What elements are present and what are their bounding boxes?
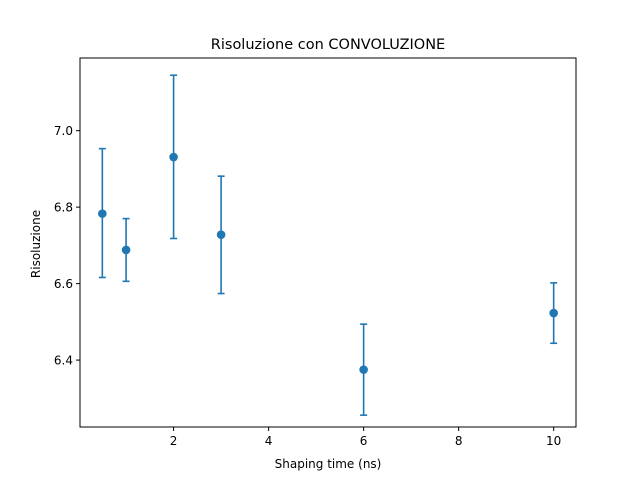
x-tick-label: 2 xyxy=(170,434,178,448)
data-marks xyxy=(98,74,558,416)
y-tick-label: 6.6 xyxy=(54,277,73,291)
y-axis-label: Risoluzione xyxy=(29,210,43,278)
data-point xyxy=(549,308,558,318)
x-tick-label: 4 xyxy=(265,434,273,448)
y-tick-label: 7.0 xyxy=(54,124,73,138)
plot-area: 2 4 6 8 10 6.4 6.6 6.8 7.0 xyxy=(54,57,577,448)
data-point xyxy=(121,245,131,255)
data-point xyxy=(98,209,107,218)
x-tick-label: 8 xyxy=(455,434,463,448)
y-tick-label: 6.4 xyxy=(54,354,73,368)
data-point xyxy=(169,152,178,162)
axes-frame xyxy=(79,57,577,428)
x-axis: 2 4 6 8 10 xyxy=(170,427,561,448)
x-tick-label: 6 xyxy=(360,434,368,448)
chart-title: Risoluzione con CONVOLUZIONE xyxy=(211,37,445,53)
data-point xyxy=(216,230,226,239)
x-axis-label: Shaping time (ns) xyxy=(275,457,382,471)
y-tick-label: 6.8 xyxy=(54,201,73,215)
x-tick-label: 10 xyxy=(546,434,561,448)
y-axis: 6.4 6.6 6.8 7.0 xyxy=(54,124,80,368)
data-point xyxy=(359,365,368,374)
